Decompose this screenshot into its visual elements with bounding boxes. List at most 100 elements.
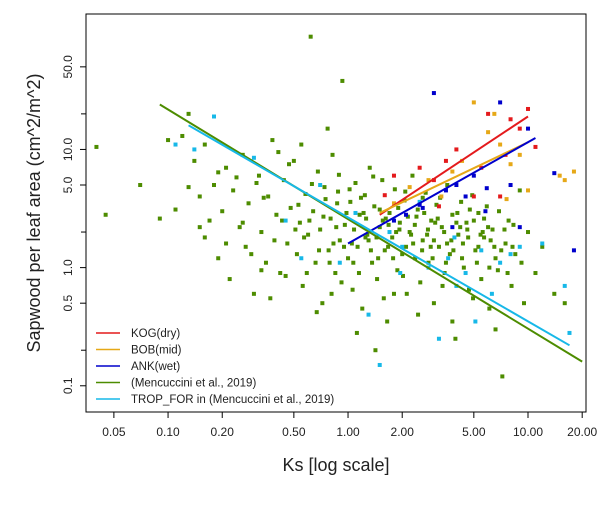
scatter-point <box>571 248 576 253</box>
scatter-point <box>433 220 438 225</box>
scatter-point <box>467 207 472 212</box>
scatter-point <box>404 212 409 217</box>
scatter-point <box>453 336 458 341</box>
scatter-point <box>497 209 502 214</box>
scatter-point <box>157 216 162 221</box>
scatter-point <box>397 227 402 232</box>
scatter-point <box>256 173 261 178</box>
scatter-point <box>323 197 328 202</box>
x-tick-label: 5.00 <box>462 425 486 439</box>
x-axis: 0.05 0.10 0.20 0.50 1.00 2.00 5.00 10.00 20.00 <box>102 412 598 439</box>
scatter-point <box>533 144 538 149</box>
scatter-point <box>94 144 99 149</box>
scatter-point <box>454 220 459 225</box>
x-tick-label: 10.00 <box>513 425 543 439</box>
scatter-point <box>327 260 332 265</box>
scatter-point <box>202 142 207 147</box>
scatter-point <box>268 296 273 301</box>
scatter-point <box>387 230 392 235</box>
y-tick-label: 0.1 <box>61 377 75 394</box>
x-tick-label: 1.00 <box>336 425 360 439</box>
scatter-point <box>377 362 382 367</box>
scatter-point <box>390 235 395 240</box>
scatter-point <box>450 169 455 174</box>
scatter-point <box>380 178 385 183</box>
scatter-point <box>325 126 330 131</box>
scatter-point <box>434 202 439 207</box>
scatter-point <box>562 178 567 183</box>
scatter-point <box>166 138 171 143</box>
scatter-point <box>348 199 353 204</box>
scatter-point <box>498 100 503 105</box>
scatter-point <box>385 319 390 324</box>
scatter-point <box>455 210 460 215</box>
scatter-point <box>504 197 509 202</box>
scatter-point <box>471 296 476 301</box>
scatter-point <box>425 232 430 237</box>
scatter-point <box>395 268 400 273</box>
scatter-point <box>197 225 202 230</box>
scatter-point <box>259 230 264 235</box>
scatter-point <box>313 260 318 265</box>
scatter-point <box>480 230 485 235</box>
scatter-point <box>337 260 342 265</box>
scatter-point <box>202 235 207 240</box>
scatter-point <box>315 169 320 174</box>
scatter-point <box>304 271 309 276</box>
regression-line <box>379 141 529 214</box>
scatter-point <box>353 181 358 186</box>
scatter-point <box>489 291 494 296</box>
scatter-point <box>396 205 401 210</box>
scatter-point <box>237 225 242 230</box>
scatter-point <box>318 183 323 188</box>
scatter-point <box>454 147 459 152</box>
scatter-point <box>356 271 361 276</box>
scatter-point <box>377 225 382 230</box>
scatter-point <box>411 241 416 246</box>
scatter-point <box>352 227 357 232</box>
scatter-point <box>337 238 342 243</box>
scatter-point <box>367 165 372 170</box>
scatter-point <box>173 142 178 147</box>
scatter-point <box>186 185 191 190</box>
scatter-point <box>370 260 375 265</box>
scatter-point <box>391 291 396 296</box>
scatter-point <box>398 271 403 276</box>
scatter-point <box>483 209 488 214</box>
scatter-point <box>410 173 415 178</box>
scatter-point <box>443 188 448 193</box>
scatter-point <box>508 162 513 167</box>
scatter-point <box>484 186 489 191</box>
scatter-point <box>383 216 388 221</box>
scatter-point <box>354 330 359 335</box>
scatter-point <box>436 336 441 341</box>
scatter-point <box>422 210 427 215</box>
scatter-point <box>526 230 531 235</box>
scatter-point <box>463 271 468 276</box>
scatter-point <box>445 241 450 246</box>
scatter-point <box>192 147 197 152</box>
scatter-point <box>391 201 396 206</box>
scatter-point <box>526 126 531 131</box>
scatter-point <box>517 188 522 193</box>
scatter-point <box>495 268 500 273</box>
scatter-point <box>474 260 479 265</box>
scatter-point <box>180 133 185 138</box>
x-tick-label: 0.50 <box>282 425 306 439</box>
scatter-point <box>473 319 478 324</box>
scatter-point <box>417 199 422 204</box>
scatter-point <box>517 225 522 230</box>
scatter-point <box>493 256 498 261</box>
scatter-point <box>498 260 503 265</box>
scatter-point <box>414 214 419 219</box>
scatter-point <box>562 283 567 288</box>
scatter-point <box>240 220 245 225</box>
scatter-point <box>460 256 465 261</box>
scatter-point <box>540 244 545 249</box>
scatter-point <box>340 78 345 83</box>
scatter-point <box>339 280 344 285</box>
scatter-point <box>417 165 422 170</box>
scatter-point <box>391 173 396 178</box>
y-axis-title: Sapwood per leaf area (cm^2/m^2) <box>24 73 44 352</box>
